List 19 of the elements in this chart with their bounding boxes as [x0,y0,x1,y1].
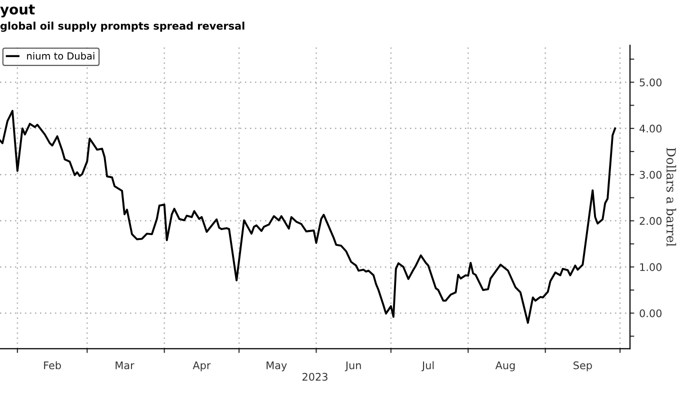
x-tick-label: Jul [421,361,434,372]
y-tick-label: 0.00 [640,309,662,318]
x-tick-label: Jun [344,362,361,372]
y-tick-label: 2.00 [640,217,662,225]
chart-title: yout [0,4,35,18]
legend-label: nium to Dubai [27,52,94,60]
x-tick-label: Aug [495,362,515,372]
y-tick-label: 1.00 [640,263,662,272]
x-tick-label: Mar [116,362,134,370]
x-tick-label: Feb [44,361,61,370]
chart-subtitle: global oil supply prompts spread reversal [0,22,244,32]
y-tick-label: 3.00 [640,170,662,179]
x-tick-label: May [266,362,287,372]
x-tick-label: Sep [574,361,592,372]
y-tick-label: 4.00 [640,124,662,133]
y-tick-label: 5.00 [640,78,662,86]
x-axis-title: 2023 [302,372,328,381]
x-tick-label: Apr [192,362,211,372]
y-axis-title: Dollars a barrel [666,148,676,246]
